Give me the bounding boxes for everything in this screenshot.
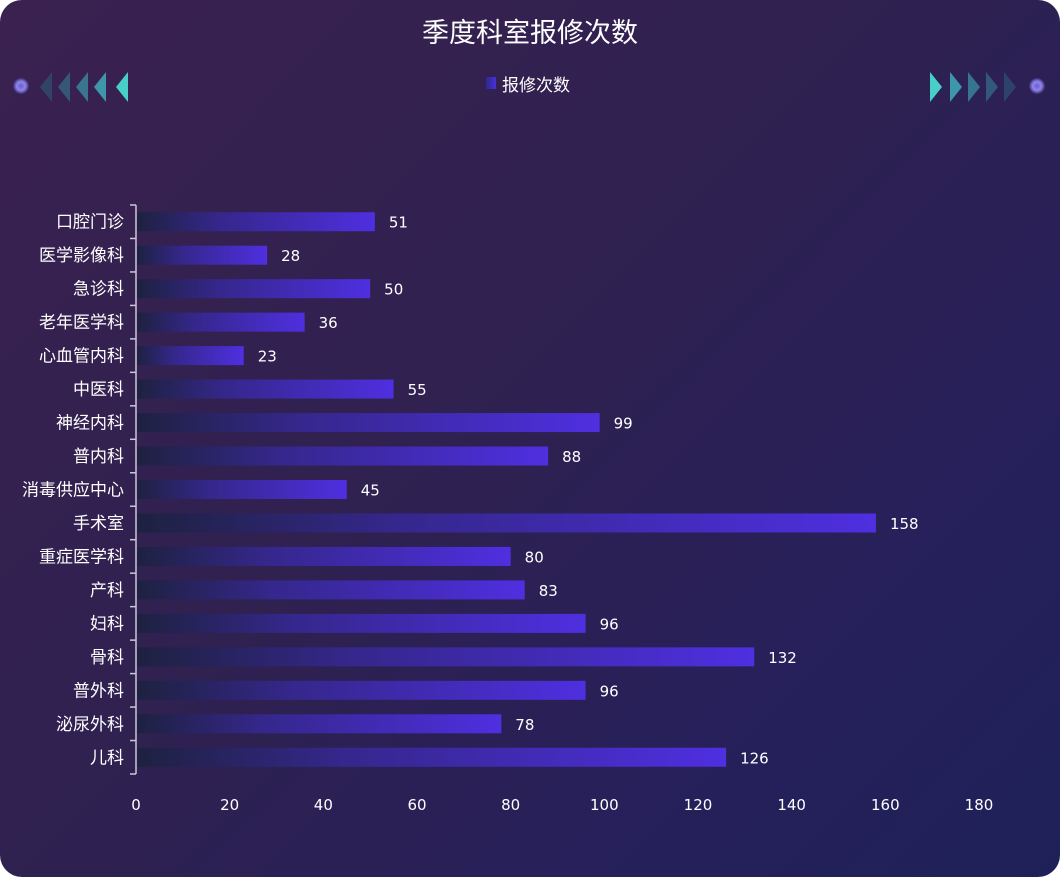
category-label: 口腔门诊 <box>56 213 124 233</box>
value-label: 99 <box>614 415 633 433</box>
x-tick-label: 160 <box>871 796 900 814</box>
chevron-left-icon <box>40 72 52 102</box>
value-label: 80 <box>525 548 544 566</box>
x-tick-label: 60 <box>407 796 426 814</box>
value-label: 126 <box>740 749 769 767</box>
bar <box>137 580 525 600</box>
bar <box>137 346 244 366</box>
value-label: 28 <box>281 247 300 265</box>
value-label: 132 <box>768 649 797 667</box>
chevron-left-icon <box>116 72 128 102</box>
x-tick-label: 0 <box>131 796 141 814</box>
bar <box>137 312 305 332</box>
legend-label: 报修次数 <box>502 75 570 96</box>
x-tick-label: 180 <box>965 796 994 814</box>
category-label: 普外科 <box>73 681 124 701</box>
orb-icon <box>1029 78 1045 94</box>
bar <box>137 480 347 499</box>
category-label: 骨科 <box>90 648 124 668</box>
value-label: 78 <box>515 716 534 734</box>
chevron-right-icon <box>968 72 980 102</box>
bar <box>137 245 268 265</box>
bar <box>137 212 375 232</box>
value-label: 23 <box>258 348 277 366</box>
bar <box>137 680 586 700</box>
category-label: 中医科 <box>73 380 124 400</box>
value-label: 88 <box>562 448 581 466</box>
chart-title: 季度科室报修次数 <box>422 18 638 49</box>
x-tick-label: 120 <box>684 796 713 814</box>
bar <box>137 446 549 466</box>
value-label: 83 <box>539 582 558 600</box>
bar <box>137 613 586 633</box>
bar <box>137 513 876 533</box>
x-tick-label: 40 <box>314 796 333 814</box>
chevron-left-icon <box>76 72 88 102</box>
value-label: 36 <box>319 314 338 332</box>
value-label: 55 <box>408 381 427 399</box>
category-label: 老年医学科 <box>39 313 124 333</box>
category-label: 普内科 <box>73 447 124 467</box>
legend-swatch <box>486 77 496 89</box>
x-tick-label: 140 <box>777 796 806 814</box>
category-label: 泌尿外科 <box>56 715 124 735</box>
chevron-right-icon <box>950 72 962 102</box>
x-tick-label: 80 <box>501 796 520 814</box>
orb-icon <box>13 78 29 94</box>
category-label: 心血管内科 <box>39 347 124 367</box>
category-label: 医学影像科 <box>39 246 124 266</box>
chevron-left-icon <box>94 72 106 102</box>
bars-layer <box>137 212 876 767</box>
category-label: 产科 <box>90 581 124 601</box>
x-tick-label: 20 <box>220 796 239 814</box>
category-label: 妇科 <box>90 614 124 634</box>
value-label: 51 <box>389 214 408 232</box>
bar <box>137 714 502 734</box>
right-arrows-decoration <box>930 72 1045 102</box>
chevron-left-icon <box>58 72 70 102</box>
bar <box>137 747 727 767</box>
left-arrows-decoration <box>13 72 128 102</box>
labels-layer: 0 20 40 60 80 100 120 140 160 180 口腔门诊 51 医学影像科 28 急诊科… <box>22 213 993 814</box>
value-label: 96 <box>600 615 619 633</box>
bar <box>137 413 600 433</box>
bar <box>137 647 755 667</box>
category-label: 儿科 <box>90 748 124 768</box>
value-label: 50 <box>384 281 403 299</box>
value-label: 96 <box>600 682 619 700</box>
bar <box>137 546 511 566</box>
category-label: 手术室 <box>73 514 124 534</box>
chevron-right-icon <box>986 72 998 102</box>
chevron-right-icon <box>1004 72 1016 102</box>
category-label: 消毒供应中心 <box>22 481 124 501</box>
legend[interactable]: 报修次数 <box>486 71 570 96</box>
axis-layer <box>130 204 137 775</box>
value-label: 158 <box>890 515 919 533</box>
value-label: 45 <box>361 482 380 500</box>
x-tick-label: 100 <box>590 796 619 814</box>
category-label: 急诊科 <box>73 280 124 300</box>
bar <box>137 279 371 299</box>
category-label: 神经内科 <box>56 414 124 434</box>
chevron-right-icon <box>930 72 942 102</box>
category-label: 重症医学科 <box>39 547 124 567</box>
bar <box>137 379 394 399</box>
